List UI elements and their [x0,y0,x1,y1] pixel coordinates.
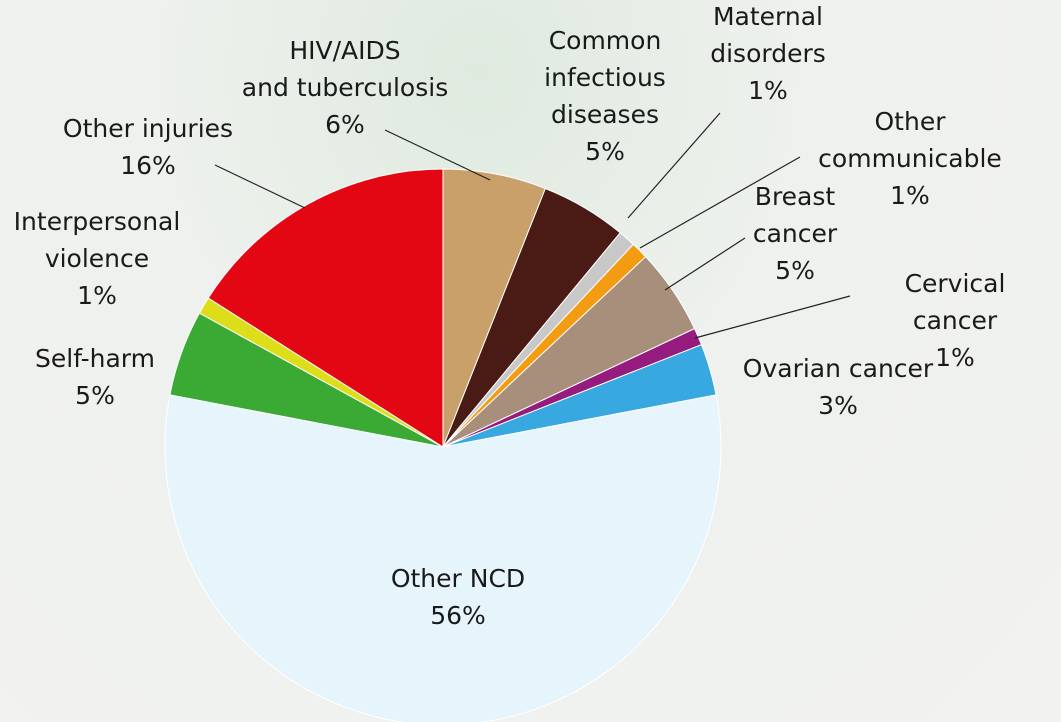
category-label: Other injuries [63,110,233,147]
value-label: 56% [391,597,525,634]
category-label: Interpersonal violence [14,203,181,277]
value-label: 5% [544,133,666,170]
category-label: Other communicable [818,103,1002,177]
category-label: Breast cancer [753,178,837,252]
value-label: 16% [63,147,233,184]
category-label: Other NCD [391,560,525,597]
value-label: 6% [242,106,448,143]
value-label: 5% [753,252,837,289]
category-label: Maternal disorders [710,0,826,72]
value-label: 1% [14,277,181,314]
category-label: Self-harm [35,340,155,377]
leader-line [695,296,850,338]
page: (() => { const data = JSON.parse(documen… [0,0,1061,722]
category-label: Cervical cancer [902,265,1008,339]
leader-line [665,238,745,290]
category-label: Common infectious diseases [544,22,666,133]
value-label: 3% [743,387,933,424]
category-label: Ovarian cancer [743,350,933,387]
value-label: 5% [35,377,155,414]
value-label: 1% [710,72,826,109]
category-label: HIV/AIDS and tuberculosis [242,32,448,106]
value-label: 1% [818,177,1002,214]
